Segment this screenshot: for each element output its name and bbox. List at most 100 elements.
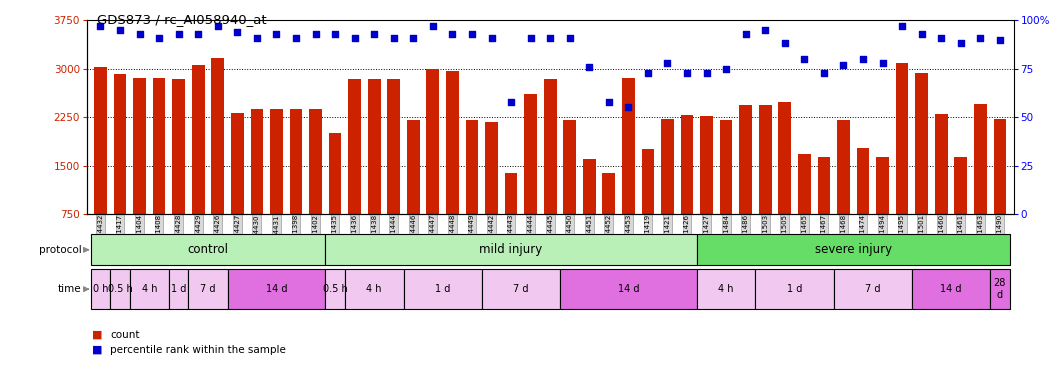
Text: ■: ■	[92, 344, 103, 355]
Bar	[191, 65, 204, 214]
Bar	[935, 114, 948, 214]
Bar	[755, 269, 834, 309]
Point	[150, 35, 167, 41]
Point	[600, 99, 617, 105]
Text: mild injury: mild injury	[479, 243, 543, 256]
Point	[92, 23, 109, 29]
Bar	[91, 269, 110, 309]
Bar	[466, 120, 478, 214]
Text: 7 d: 7 d	[513, 284, 529, 294]
Bar	[152, 78, 165, 214]
Bar	[583, 159, 596, 214]
Bar	[544, 79, 557, 214]
Point	[796, 56, 813, 62]
Point	[620, 105, 637, 111]
Bar	[719, 120, 732, 214]
Point	[952, 41, 969, 46]
Bar	[798, 154, 810, 214]
Point	[698, 70, 715, 75]
Bar	[876, 157, 889, 214]
Bar	[837, 120, 850, 214]
Point	[777, 41, 794, 46]
Bar	[563, 120, 576, 214]
Bar	[602, 173, 615, 214]
Point	[484, 35, 500, 41]
Text: 4 h: 4 h	[366, 284, 382, 294]
Point	[346, 35, 363, 41]
Bar	[779, 102, 791, 214]
Point	[170, 31, 187, 37]
Point	[972, 35, 989, 41]
Text: 14 d: 14 d	[618, 284, 639, 294]
Bar	[834, 269, 912, 309]
Point	[639, 70, 656, 75]
Text: 1 d: 1 d	[787, 284, 802, 294]
Point	[678, 70, 695, 75]
Text: 7 d: 7 d	[865, 284, 880, 294]
Text: 4 h: 4 h	[142, 284, 157, 294]
Point	[366, 31, 383, 37]
Text: 1 d: 1 d	[171, 284, 186, 294]
Bar	[325, 269, 345, 309]
Point	[561, 35, 578, 41]
Bar	[329, 133, 342, 214]
Bar	[348, 79, 361, 214]
Bar	[446, 71, 459, 214]
Point	[111, 27, 128, 33]
Point	[991, 37, 1008, 42]
Bar	[680, 115, 693, 214]
Bar	[661, 119, 674, 214]
Bar	[251, 109, 263, 214]
Bar	[818, 157, 831, 214]
Bar	[993, 119, 1006, 214]
Bar	[91, 234, 325, 265]
Bar	[896, 63, 909, 214]
Text: 14 d: 14 d	[941, 284, 962, 294]
Text: protocol: protocol	[39, 245, 81, 255]
Text: count: count	[110, 330, 140, 340]
Point	[424, 23, 441, 29]
Bar	[368, 79, 381, 214]
Point	[816, 70, 833, 75]
Point	[268, 31, 285, 37]
Point	[503, 99, 519, 105]
Bar	[481, 269, 560, 309]
Bar	[954, 157, 967, 214]
Bar	[622, 78, 635, 214]
Bar	[309, 109, 322, 214]
Bar	[387, 79, 400, 214]
Bar	[188, 269, 227, 309]
Point	[717, 66, 734, 72]
Text: 14 d: 14 d	[266, 284, 287, 294]
Point	[894, 23, 911, 29]
Bar	[759, 105, 771, 214]
Bar	[270, 109, 282, 214]
Bar	[700, 116, 713, 214]
Bar	[505, 173, 517, 214]
Bar	[169, 269, 188, 309]
Point	[737, 31, 754, 37]
Point	[463, 31, 480, 37]
Text: severe injury: severe injury	[815, 243, 892, 256]
Text: 28
d: 28 d	[993, 278, 1006, 300]
Bar	[325, 234, 697, 265]
Point	[523, 35, 540, 41]
Bar	[403, 269, 481, 309]
Bar	[560, 269, 697, 309]
Point	[385, 35, 402, 41]
Bar	[94, 67, 107, 214]
Point	[542, 35, 559, 41]
Point	[189, 31, 206, 37]
Bar	[110, 269, 130, 309]
Point	[288, 35, 305, 41]
Bar	[172, 79, 185, 214]
Text: control: control	[187, 243, 229, 256]
Bar	[990, 269, 1009, 309]
Bar	[130, 269, 169, 309]
Point	[209, 23, 226, 29]
Point	[229, 29, 245, 35]
Text: time: time	[58, 284, 81, 294]
Text: 0.5 h: 0.5 h	[323, 284, 347, 294]
Bar	[227, 269, 325, 309]
Bar	[212, 58, 224, 214]
